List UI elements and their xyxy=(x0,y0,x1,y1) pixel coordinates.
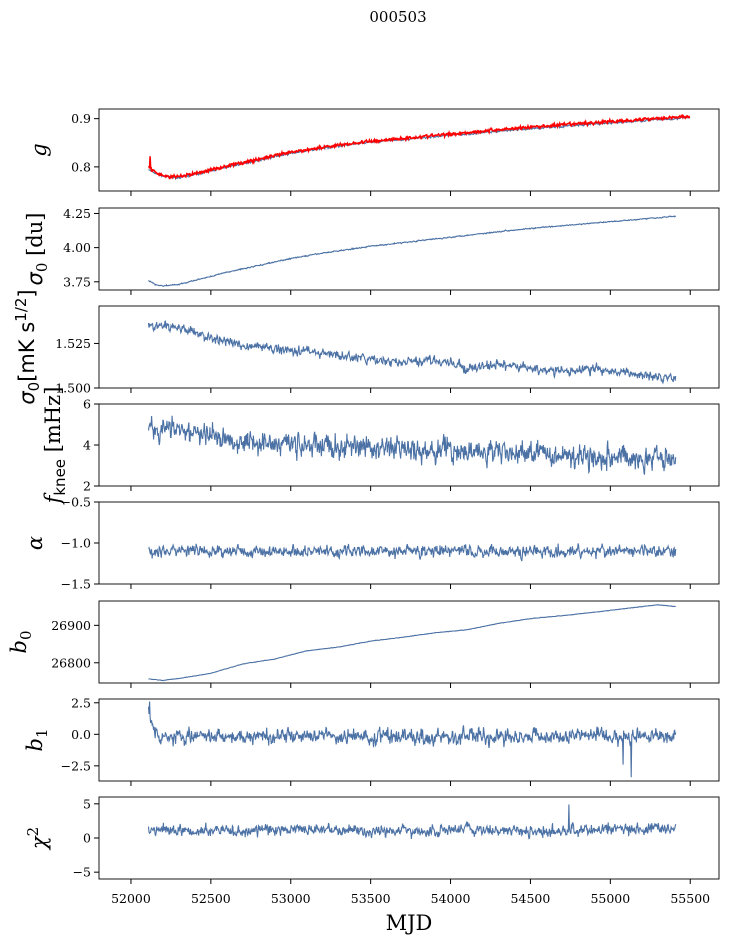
panel-chi2-ytick-label: −5 xyxy=(73,865,91,880)
x-axis-ticklabels: 52000 52500 53000 53500 54000 54500 55000 55500 xyxy=(111,891,710,906)
panel-b1-axis: −2.5 0.0 2.5 xyxy=(61,695,691,786)
panel-fknee: 2 4 6 fknee [mHz] xyxy=(41,387,720,506)
figure-title: 000503 xyxy=(369,8,426,26)
panel-alpha-lines xyxy=(148,543,677,562)
panel-g: 0.8 0.9 g xyxy=(27,108,720,196)
x-tick-label: 53500 xyxy=(351,891,391,906)
panel-g-lines xyxy=(147,114,691,181)
panel-chi2-series-0 xyxy=(147,804,677,840)
panel-b0-frame xyxy=(98,600,720,684)
panel-fknee-ytick-label: 2 xyxy=(83,479,91,494)
panel-g-frame xyxy=(98,108,720,192)
panel-sigma0-mk: 1.500 1.525 σ0[mK s1/2] xyxy=(12,289,720,405)
panel-fknee-frame xyxy=(98,403,720,487)
x-tick-label: 54000 xyxy=(431,891,471,906)
panel-sigma0-du-series-0 xyxy=(148,215,677,288)
panel-alpha-ytick-label: −0.5 xyxy=(61,495,91,510)
panel-b0: 26800 26900 b0 xyxy=(7,600,720,688)
panel-chi2-ylabel: χ2 xyxy=(24,827,51,851)
panel-fknee-lines xyxy=(147,415,677,475)
panel-fknee-ylabel: fknee [mHz] xyxy=(41,387,69,506)
panel-sigma0-mk-lines xyxy=(147,320,677,385)
x-tick-label: 53000 xyxy=(271,891,311,906)
panel-sigma0-mk-ytick-label: 1.525 xyxy=(55,336,91,351)
panel-g-ytick-label: 0.8 xyxy=(71,159,91,174)
panel-sigma0-mk-ytick-label: 1.500 xyxy=(55,381,91,396)
panel-b1: −2.5 0.0 2.5 b1 xyxy=(23,695,720,786)
panel-sigma0-du-frame xyxy=(98,207,720,291)
panel-b1-lines xyxy=(147,701,677,778)
panel-alpha-axis: −1.5 −1.0 −0.5 xyxy=(61,495,691,592)
panel-chi2-axis: −5 0 5 xyxy=(73,796,691,884)
panel-b1-series-0 xyxy=(147,701,677,778)
panel-alpha: −1.5 −1.0 −0.5 α xyxy=(23,495,720,592)
x-tick-label: 55000 xyxy=(590,891,630,906)
x-tick-label: 55500 xyxy=(670,891,710,906)
panel-alpha-series-0 xyxy=(148,543,677,562)
panel-alpha-ytick-label: −1.5 xyxy=(61,577,91,592)
panel-chi2-frame xyxy=(98,796,720,880)
panel-sigma0-mk-ylabel: σ0[mK s1/2] xyxy=(12,289,43,404)
panel-fknee-ytick-label: 6 xyxy=(83,397,91,412)
panel-sigma0-du-ytick-label: 4.00 xyxy=(63,240,91,255)
panel-g-series-1 xyxy=(147,114,691,180)
panel-g-ytick-label: 0.9 xyxy=(71,111,91,126)
panel-sigma0-du-axis: 3.75 4.00 4.25 xyxy=(63,206,691,295)
panel-sigma0-mk-frame xyxy=(98,305,720,389)
panel-b0-ytick-label: 26800 xyxy=(51,655,91,670)
x-tick-label: 54500 xyxy=(511,891,551,906)
panel-fknee-axis: 2 4 6 xyxy=(83,397,691,494)
panel-alpha-ylabel: α xyxy=(23,536,47,550)
panel-sigma0-du-ytick-label: 3.75 xyxy=(63,274,91,289)
panel-alpha-ytick-label: −1.0 xyxy=(61,536,91,551)
panel-b0-lines xyxy=(148,604,676,682)
panel-g-series-0 xyxy=(148,116,691,181)
x-tick-label: 52500 xyxy=(191,891,231,906)
panel-sigma0-mk-series-0 xyxy=(147,320,677,385)
panel-chi2-lines xyxy=(147,804,677,840)
panel-chi2-ytick-label: 0 xyxy=(83,831,91,846)
x-axis-label: MJD xyxy=(386,911,433,935)
panel-sigma0-mk-axis: 1.500 1.525 xyxy=(55,336,691,396)
panel-b1-ytick-label: −2.5 xyxy=(61,758,91,773)
panel-b0-series-0 xyxy=(148,604,676,682)
panel-b1-ytick-label: 2.5 xyxy=(71,695,91,710)
panel-b0-axis: 26800 26900 xyxy=(51,618,691,688)
panel-alpha-frame xyxy=(98,501,720,585)
panel-sigma0-du-ytick-label: 4.25 xyxy=(63,206,91,221)
panel-b1-frame xyxy=(98,698,720,782)
panel-g-ylabel: g xyxy=(27,143,51,156)
panel-fknee-ytick-label: 4 xyxy=(83,438,91,453)
panel-sigma0-du-lines xyxy=(148,215,677,288)
panel-chi2: −5 0 5 χ2 xyxy=(24,796,720,884)
panel-b1-ylabel: b1 xyxy=(23,729,51,752)
x-tick-label: 52000 xyxy=(111,891,151,906)
panel-b0-ylabel: b0 xyxy=(7,631,35,654)
panel-g-axis: 0.8 0.9 xyxy=(71,111,691,196)
panel-fknee-series-0 xyxy=(147,415,677,475)
panel-sigma0-du: 3.75 4.00 4.25 σ0 [du] xyxy=(23,206,720,295)
panel-sigma0-du-ylabel: σ0 [du] xyxy=(23,213,51,286)
panel-chi2-ytick-label: 5 xyxy=(83,796,91,811)
panel-b1-ytick-label: 0.0 xyxy=(71,727,91,742)
panel-b0-ytick-label: 26900 xyxy=(51,618,91,633)
